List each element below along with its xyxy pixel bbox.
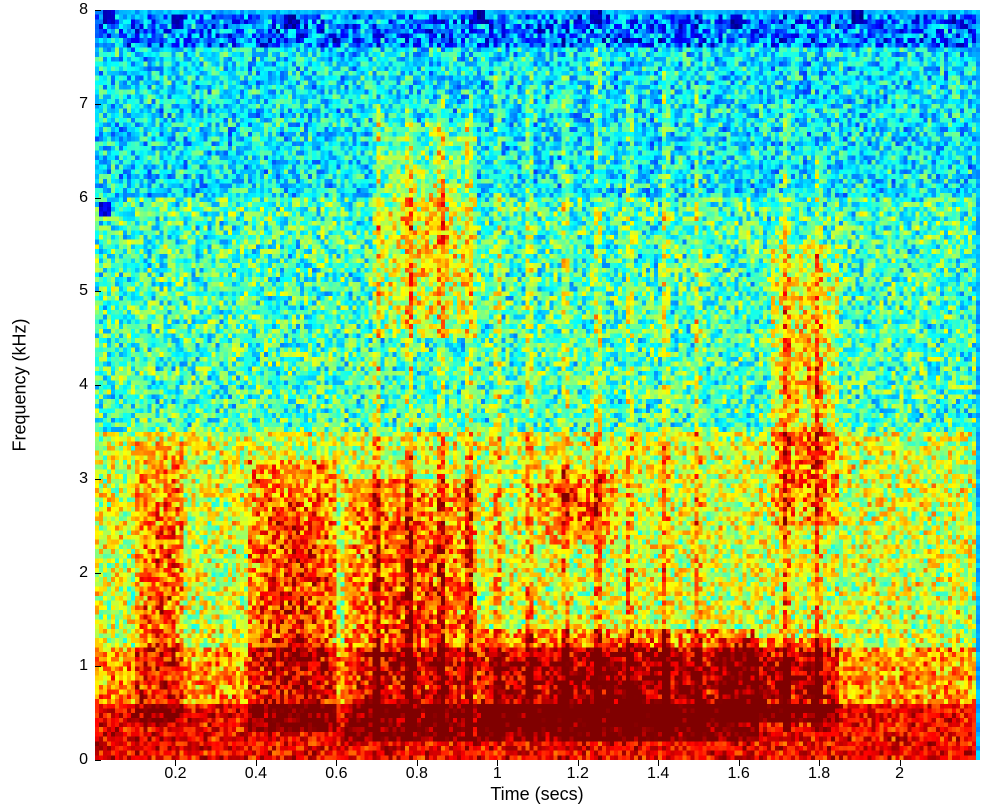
y-tick-label: 7 [58,95,88,113]
x-tick-mark [578,760,579,766]
y-tick-label: 2 [58,564,88,582]
y-tick-label: 6 [58,189,88,207]
plot-area [95,10,980,760]
spectrogram-canvas [95,10,980,760]
x-tick-mark [256,760,257,766]
y-tick-label: 3 [58,470,88,488]
y-tick-label: 4 [58,376,88,394]
x-tick-label: 0.4 [245,765,267,783]
y-tick-mark [95,10,101,11]
x-tick-mark [658,760,659,766]
y-axis-label: Frequency (kHz) [10,318,31,451]
x-tick-mark [819,760,820,766]
x-tick-mark [175,760,176,766]
spectrogram-chart [95,10,980,760]
y-tick-mark [95,104,101,105]
x-tick-label: 1 [493,765,502,783]
x-tick-mark [417,760,418,766]
x-axis-label: Time (secs) [490,784,583,805]
y-tick-label: 1 [58,657,88,675]
y-tick-label: 0 [58,751,88,769]
x-tick-label: 1.4 [647,765,669,783]
y-tick-mark [95,385,101,386]
y-tick-mark [95,291,101,292]
y-tick-mark [95,198,101,199]
y-tick-mark [95,573,101,574]
y-tick-label: 8 [58,1,88,19]
x-tick-mark [336,760,337,766]
x-tick-label: 0.8 [406,765,428,783]
x-tick-mark [900,760,901,766]
x-tick-mark [739,760,740,766]
x-tick-mark [497,760,498,766]
x-tick-label: 1.2 [567,765,589,783]
x-tick-label: 1.6 [728,765,750,783]
y-tick-mark [95,666,101,667]
x-tick-label: 0.2 [164,765,186,783]
y-tick-mark [95,479,101,480]
x-tick-label: 2 [895,765,904,783]
y-tick-mark [95,760,101,761]
x-tick-label: 1.8 [808,765,830,783]
y-tick-label: 5 [58,282,88,300]
x-tick-label: 0.6 [325,765,347,783]
